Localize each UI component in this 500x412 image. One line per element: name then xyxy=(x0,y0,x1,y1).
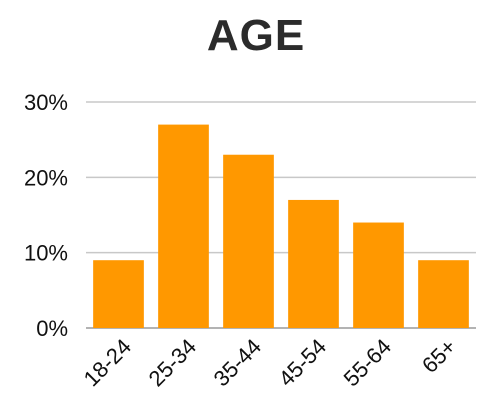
bar-65+ xyxy=(418,260,469,328)
bar-55-64 xyxy=(353,222,404,328)
y-tick-label: 10% xyxy=(24,241,68,266)
bar-25-34 xyxy=(158,124,209,328)
x-tick-label: 35-44 xyxy=(209,334,266,391)
y-tick-label: 30% xyxy=(24,90,68,115)
x-tick-label: 65+ xyxy=(417,334,461,378)
chart-title: AGE xyxy=(207,11,305,60)
gridlines xyxy=(86,101,476,329)
x-tick-label: 45-54 xyxy=(274,334,331,391)
x-tick-label: 18-24 xyxy=(79,334,136,391)
bar-35-44 xyxy=(223,154,274,328)
bar-18-24 xyxy=(93,260,144,328)
bar-45-54 xyxy=(288,199,339,328)
y-tick-label: 20% xyxy=(24,165,68,190)
y-axis: 0% 10% 20% 30% xyxy=(24,90,68,341)
x-axis: 18-24 25-34 35-44 45-54 55-64 65+ xyxy=(79,334,461,391)
y-tick-label: 0% xyxy=(36,316,68,341)
bars xyxy=(93,124,469,328)
x-tick-label: 55-64 xyxy=(339,334,396,391)
x-tick-label: 25-34 xyxy=(144,334,201,391)
